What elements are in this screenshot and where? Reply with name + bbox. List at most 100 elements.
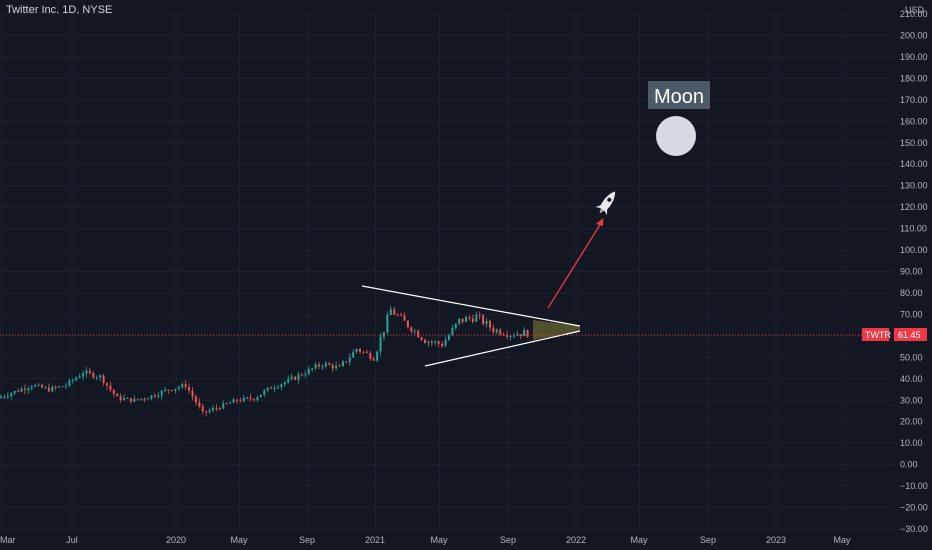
candle-body <box>102 375 105 384</box>
candle-body <box>410 327 413 332</box>
candle-body <box>198 402 201 407</box>
arrow-head <box>596 218 603 226</box>
candle-body <box>222 403 225 409</box>
grid <box>0 13 895 530</box>
candle-body <box>441 343 444 347</box>
x-tick-label: Jul <box>66 535 78 545</box>
candle-body <box>376 351 379 361</box>
candle-body <box>232 399 235 403</box>
x-tick-label: 2021 <box>365 535 385 545</box>
candle-body <box>321 366 324 368</box>
candle-body <box>341 361 344 366</box>
y-tick-label: 70.00 <box>900 309 923 319</box>
candle-body <box>119 396 122 401</box>
y-tick-label: 150.00 <box>900 138 928 148</box>
candle-body <box>304 374 307 376</box>
symbol-badge <box>862 328 889 341</box>
candle-body <box>475 314 478 322</box>
candle-body <box>133 398 136 402</box>
x-tick-label: Sep <box>700 535 716 545</box>
candle-body <box>492 327 495 333</box>
candle-body <box>116 393 119 397</box>
candle-body <box>109 385 112 390</box>
candle-body <box>362 351 365 353</box>
y-tick-label: −20.00 <box>900 503 928 513</box>
candle-body <box>328 363 331 365</box>
candle-body <box>482 315 485 324</box>
candle-body <box>229 402 232 404</box>
moon-label: Moon <box>654 86 704 108</box>
candle-body <box>64 385 67 387</box>
candle-body <box>106 383 108 386</box>
candle-body <box>17 390 20 392</box>
candle-body <box>153 395 156 397</box>
candle-body <box>184 384 187 388</box>
candle-body <box>218 408 221 410</box>
candle-body <box>75 377 78 381</box>
candle-body <box>88 370 91 373</box>
candle-body <box>444 340 447 347</box>
candle-body <box>294 376 297 380</box>
candle-body <box>283 382 286 385</box>
candle-body <box>359 349 362 352</box>
y-tick-label: 10.00 <box>900 438 923 448</box>
x-tick-label: Mar <box>0 535 16 545</box>
candle-body <box>400 315 403 317</box>
candle-body <box>434 341 437 343</box>
candle-body <box>447 335 450 341</box>
candle-body <box>314 364 317 369</box>
candle-body <box>259 394 262 398</box>
y-tick-label: 130.00 <box>900 181 928 191</box>
candle-body <box>451 327 454 336</box>
candle-body <box>235 399 238 401</box>
candle-body <box>112 389 115 394</box>
x-tick-label: Sep <box>500 535 516 545</box>
candle-body <box>27 388 30 390</box>
candle-body <box>181 384 184 388</box>
candle-body <box>335 365 338 369</box>
candle-body <box>389 309 392 315</box>
candle-body <box>471 318 474 322</box>
candle-body <box>318 364 320 367</box>
candle-body <box>454 323 457 328</box>
candle-body <box>191 390 194 397</box>
candle-body <box>54 386 57 388</box>
candle-body <box>188 387 191 391</box>
candle-body <box>205 411 208 413</box>
candle-body <box>71 380 74 382</box>
candle-body <box>3 396 6 398</box>
candle-body <box>512 335 515 337</box>
candle-body <box>215 408 218 410</box>
candle-body <box>256 397 259 400</box>
candle-body <box>276 387 279 389</box>
y-tick-label: 80.00 <box>900 288 923 298</box>
candle-body <box>140 398 143 400</box>
candle-body <box>239 400 242 402</box>
candle-body <box>249 397 252 399</box>
candle-body <box>382 332 385 337</box>
candle-body <box>170 390 173 392</box>
candle-body <box>126 397 129 399</box>
candle-body <box>424 339 426 344</box>
candle-body <box>136 398 139 400</box>
y-tick-label: 140.00 <box>900 159 928 169</box>
y-tick-label: 0.00 <box>900 460 918 470</box>
candle-body <box>526 330 529 337</box>
candle-body <box>253 398 256 400</box>
candle-body <box>386 314 389 333</box>
candle-body <box>324 363 327 367</box>
currency-label: USD <box>905 5 925 15</box>
y-axis: 210.00 200.00 190.00 180.00 170.00 160.00 150.… <box>900 9 928 534</box>
candle-body <box>212 408 214 411</box>
candle-body <box>519 334 522 337</box>
candle-body <box>458 318 461 324</box>
candle-body <box>266 387 269 391</box>
candle-body <box>355 349 358 352</box>
y-tick-label: 190.00 <box>900 52 928 62</box>
candle-body <box>34 385 37 387</box>
candle-body <box>51 386 54 392</box>
candle-body <box>307 368 310 375</box>
x-tick-label: 2022 <box>566 535 586 545</box>
